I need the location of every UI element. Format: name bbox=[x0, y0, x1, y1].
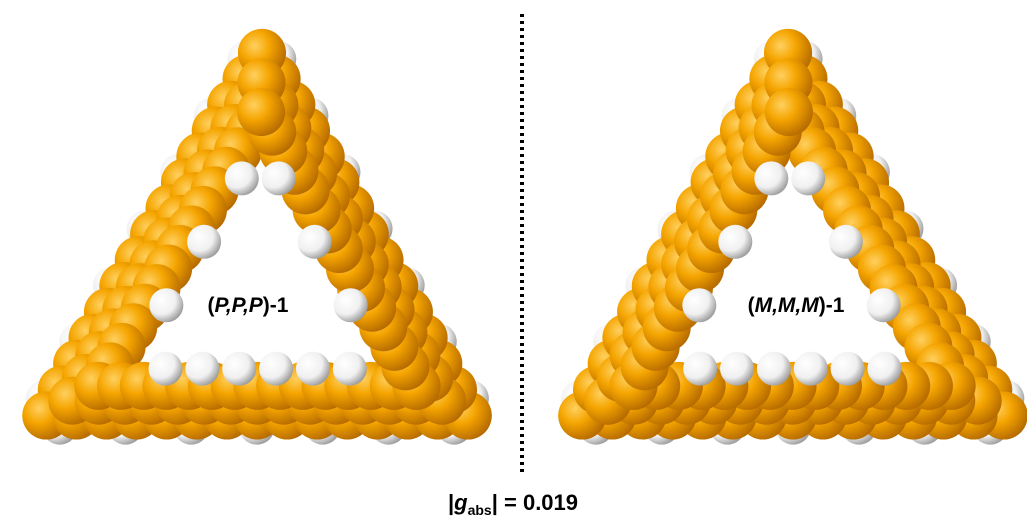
label-part: P,P,P bbox=[215, 294, 264, 317]
label-part: ( bbox=[208, 294, 215, 317]
right-label: (M,M,M)-1 bbox=[748, 294, 845, 317]
left-label: (P,P,P)-1 bbox=[208, 294, 289, 317]
label-part: )-1 bbox=[819, 294, 845, 317]
molecules bbox=[22, 29, 1027, 445]
hydrogen bbox=[262, 161, 296, 195]
hydrogen bbox=[683, 352, 717, 386]
hydrogen bbox=[296, 352, 330, 386]
eq-part: 0.019 bbox=[523, 490, 578, 515]
carbon bbox=[765, 88, 813, 136]
hydrogen bbox=[225, 161, 259, 195]
page: (P,P,P)-1 (M,M,M)-1 |gabs| = 0.019 (() =… bbox=[0, 0, 1027, 524]
label-part: ( bbox=[748, 294, 755, 317]
hydrogen bbox=[720, 352, 754, 386]
hydrogen bbox=[831, 352, 865, 386]
hydrogen bbox=[149, 352, 183, 386]
hydrogen bbox=[333, 352, 367, 386]
hydrogen bbox=[757, 352, 791, 386]
figure: (P,P,P)-1 (M,M,M)-1 |gabs| = 0.019 bbox=[0, 0, 1027, 524]
hydrogen bbox=[791, 161, 825, 195]
hydrogen bbox=[187, 225, 221, 259]
eq-part: g bbox=[453, 490, 468, 515]
label-part: M,M,M bbox=[755, 294, 820, 317]
hydrogen bbox=[298, 225, 332, 259]
hydrogen bbox=[334, 288, 368, 322]
hydrogen bbox=[867, 352, 901, 386]
hydrogen bbox=[867, 288, 901, 322]
hydrogen bbox=[794, 352, 828, 386]
carbon bbox=[237, 88, 285, 136]
eq-part: abs bbox=[468, 502, 492, 518]
eq-part: | = bbox=[492, 490, 523, 515]
hydrogen bbox=[149, 288, 183, 322]
hydrogen bbox=[754, 161, 788, 195]
hydrogen bbox=[259, 352, 293, 386]
hydrogen bbox=[718, 225, 752, 259]
equation: |gabs| = 0.019 bbox=[448, 490, 578, 518]
hydrogen bbox=[829, 225, 863, 259]
hydrogen bbox=[185, 352, 219, 386]
hydrogen bbox=[222, 352, 256, 386]
label-part: )-1 bbox=[263, 294, 289, 317]
hydrogen bbox=[682, 288, 716, 322]
